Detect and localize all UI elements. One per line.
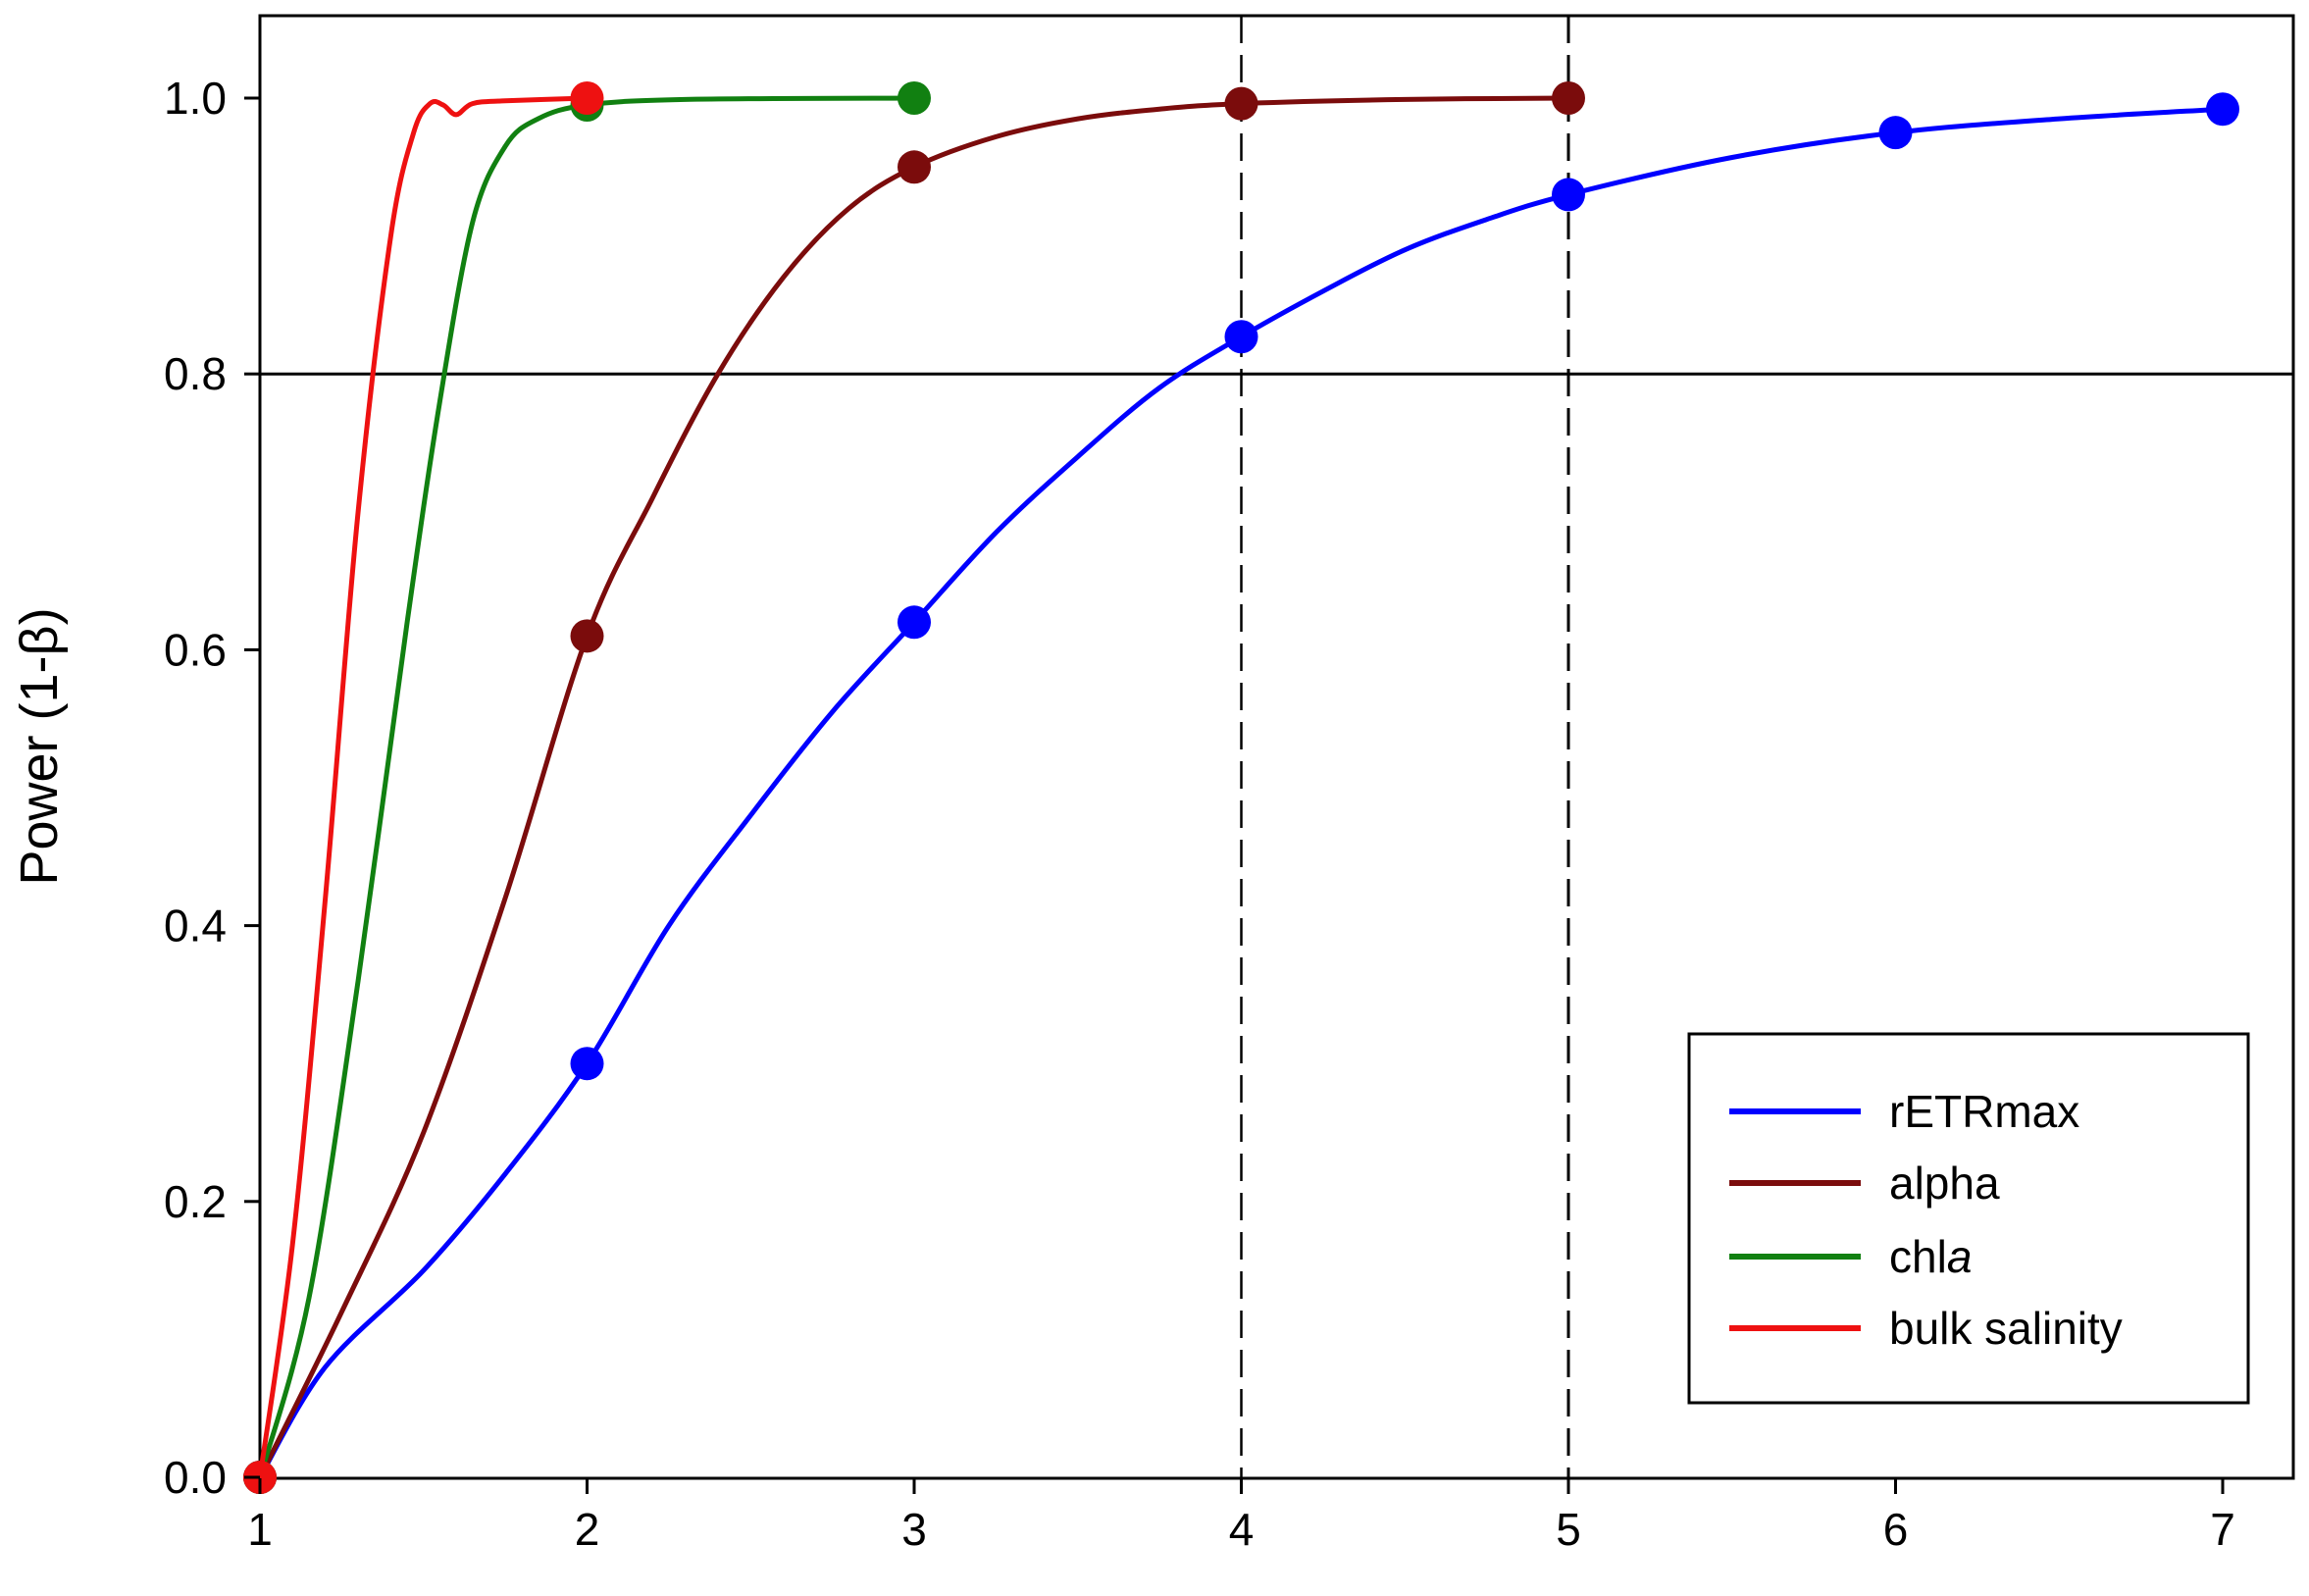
series-retrmax [243, 92, 2239, 1494]
data-point-alpha [1224, 86, 1258, 121]
x-tick-label: 6 [1883, 1504, 1909, 1555]
plot-frame [258, 14, 2295, 1480]
data-point-alpha [1552, 81, 1585, 115]
y-tick-label: 1.0 [164, 73, 227, 124]
legend-label-chla-italic: a [1947, 1231, 1973, 1282]
legend-box [1687, 1032, 2250, 1405]
data-point-alpha [570, 619, 604, 653]
data-point-retrmax [898, 605, 931, 640]
legend-label-chla: chla [1889, 1231, 1972, 1282]
plot-area [258, 14, 2295, 1480]
x-tick-label: 7 [2210, 1504, 2235, 1555]
series-layer [243, 81, 2239, 1494]
series-line-bulk-salinity [257, 95, 590, 1480]
legend-label-alpha: alpha [1889, 1158, 2000, 1209]
legend: rETRmax alpha chla bulk salinity [1687, 1032, 2250, 1405]
series-alpha [243, 81, 1585, 1494]
x-tick-label: 3 [901, 1504, 927, 1555]
series-chla [243, 81, 931, 1494]
x-tick-label: 1 [247, 1504, 273, 1555]
data-point-chla [898, 81, 931, 115]
axis-ticks: 1 2 3 4 5 6 7 0.0 0.2 0.4 0.6 0.8 1.0 [164, 73, 2235, 1555]
legend-label-retrmax: rETRmax [1889, 1086, 2079, 1137]
series-line-chla [257, 95, 917, 1480]
data-point-retrmax [570, 1047, 604, 1081]
series-line-retrmax [257, 106, 2226, 1480]
x-tick-label: 5 [1556, 1504, 1581, 1555]
y-tick-label: 0.6 [164, 624, 227, 675]
data-point-retrmax [1878, 116, 1913, 150]
series-bulk-salinity [243, 81, 604, 1494]
data-point-retrmax [1552, 178, 1585, 212]
x-tick-label: 4 [1229, 1504, 1255, 1555]
y-tick-label: 0.2 [164, 1176, 227, 1227]
data-point-retrmax [1224, 320, 1258, 354]
y-axis-title: Power (1-β) [10, 607, 69, 885]
y-tick-label: 0.8 [164, 348, 227, 399]
legend-label-chla-prefix: chl [1889, 1231, 1947, 1282]
data-point-alpha [898, 150, 931, 184]
y-tick-label: 0.0 [164, 1452, 227, 1503]
x-tick-label: 2 [575, 1504, 600, 1555]
data-point-retrmax [2206, 92, 2239, 127]
legend-label-bulk-salinity: bulk salinity [1889, 1303, 2123, 1354]
y-tick-label: 0.4 [164, 901, 227, 952]
series-line-alpha [257, 95, 1571, 1480]
data-point-bulk-salinity [570, 81, 604, 115]
